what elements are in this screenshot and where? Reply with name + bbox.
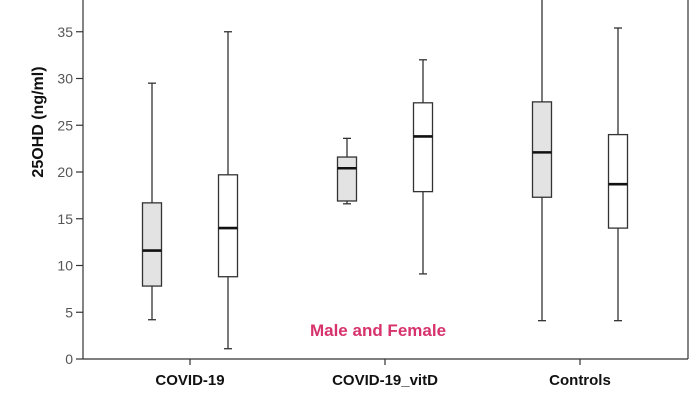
y-axis-title: 25OHD (ng/ml) bbox=[30, 66, 47, 177]
iqr-box bbox=[531, 101, 553, 198]
iqr-box bbox=[336, 156, 358, 202]
y-tick-label: 35 bbox=[57, 24, 73, 40]
iqr-box bbox=[141, 202, 163, 287]
y-ticks: 0 5 10 15 20 25 30 35 bbox=[57, 24, 83, 367]
box-male-covid-19_vitd bbox=[336, 137, 358, 205]
x-category-labels: COVID-19 COVID-19_vitD Controls bbox=[155, 359, 611, 389]
y-tick-label: 30 bbox=[57, 71, 73, 87]
y-tick-label: 20 bbox=[57, 164, 73, 180]
iqr-box bbox=[412, 102, 434, 193]
boxes-layer bbox=[141, 0, 629, 350]
y-tick-label: 0 bbox=[65, 351, 73, 367]
box-female-covid-19_vitd bbox=[412, 59, 434, 275]
box-female-covid-19 bbox=[217, 31, 239, 350]
iqr-box bbox=[217, 174, 239, 278]
iqr-box bbox=[607, 133, 629, 229]
y-tick-label: 15 bbox=[57, 211, 73, 227]
chart-annotation: Male and Female bbox=[310, 321, 446, 340]
box-female-controls bbox=[607, 27, 629, 322]
x-category-label: COVID-19_vitD bbox=[332, 372, 438, 389]
box-male-controls bbox=[531, 0, 553, 322]
x-category-label: COVID-19 bbox=[155, 372, 224, 389]
y-tick-label: 5 bbox=[65, 304, 73, 320]
y-tick-label: 25 bbox=[57, 117, 73, 133]
box-male-covid-19 bbox=[141, 82, 163, 321]
y-tick-label: 10 bbox=[57, 258, 73, 274]
x-category-label: Controls bbox=[549, 372, 611, 389]
